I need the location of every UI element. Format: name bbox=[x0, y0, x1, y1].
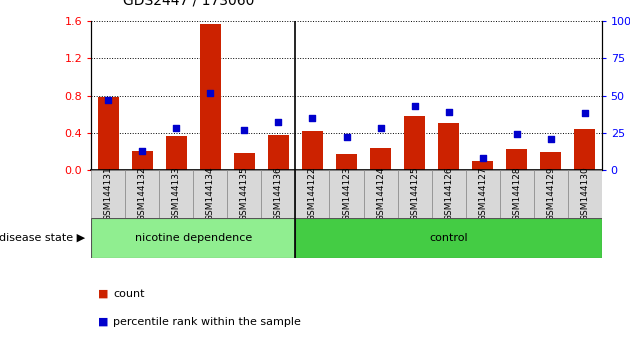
Text: GSM144133: GSM144133 bbox=[172, 166, 181, 221]
Point bbox=[375, 125, 386, 131]
Bar bbox=[534, 170, 568, 218]
Text: count: count bbox=[113, 289, 145, 299]
Bar bbox=[227, 170, 261, 218]
Bar bbox=[91, 218, 295, 258]
Point bbox=[171, 125, 181, 131]
Bar bbox=[295, 170, 329, 218]
Text: GSM144123: GSM144123 bbox=[342, 166, 351, 221]
Text: GSM144124: GSM144124 bbox=[376, 167, 385, 221]
Point bbox=[137, 148, 147, 153]
Point bbox=[512, 131, 522, 137]
Text: GSM144129: GSM144129 bbox=[546, 166, 555, 221]
Bar bbox=[364, 170, 398, 218]
Bar bbox=[234, 153, 255, 170]
Point bbox=[341, 135, 352, 140]
Bar bbox=[295, 218, 602, 258]
Bar bbox=[91, 170, 125, 218]
Bar bbox=[336, 154, 357, 170]
Text: ■: ■ bbox=[98, 317, 108, 327]
Text: percentile rank within the sample: percentile rank within the sample bbox=[113, 317, 301, 327]
Bar bbox=[541, 152, 561, 170]
Bar bbox=[132, 152, 152, 170]
Bar bbox=[404, 116, 425, 170]
Text: GSM144134: GSM144134 bbox=[206, 166, 215, 221]
Point bbox=[205, 90, 215, 96]
Point bbox=[307, 115, 318, 121]
Bar bbox=[302, 131, 323, 170]
Bar bbox=[268, 135, 289, 170]
Point bbox=[546, 136, 556, 142]
Text: GSM144130: GSM144130 bbox=[580, 166, 589, 221]
Point bbox=[478, 155, 488, 161]
Text: GSM144135: GSM144135 bbox=[240, 166, 249, 221]
Bar bbox=[370, 148, 391, 170]
Point bbox=[273, 120, 284, 125]
Bar bbox=[166, 136, 186, 170]
Text: GDS2447 / 173060: GDS2447 / 173060 bbox=[123, 0, 255, 7]
Bar bbox=[500, 170, 534, 218]
Text: GSM144128: GSM144128 bbox=[512, 166, 521, 221]
Point bbox=[580, 110, 590, 116]
Bar bbox=[125, 170, 159, 218]
Bar bbox=[193, 170, 227, 218]
Text: GSM144132: GSM144132 bbox=[138, 166, 147, 221]
Bar bbox=[568, 170, 602, 218]
Bar bbox=[200, 24, 220, 170]
Bar bbox=[329, 170, 364, 218]
Bar bbox=[398, 170, 432, 218]
Bar bbox=[472, 161, 493, 170]
Bar bbox=[466, 170, 500, 218]
Point bbox=[410, 103, 420, 109]
Bar bbox=[98, 97, 118, 170]
Point bbox=[239, 127, 249, 133]
Text: disease state ▶: disease state ▶ bbox=[0, 233, 85, 243]
Bar bbox=[438, 124, 459, 170]
Text: GSM144131: GSM144131 bbox=[104, 166, 113, 221]
Text: GSM144136: GSM144136 bbox=[274, 166, 283, 221]
Text: ■: ■ bbox=[98, 289, 108, 299]
Bar bbox=[432, 170, 466, 218]
Text: nicotine dependence: nicotine dependence bbox=[135, 233, 252, 243]
Bar bbox=[261, 170, 295, 218]
Bar bbox=[507, 149, 527, 170]
Text: GSM144126: GSM144126 bbox=[444, 166, 453, 221]
Point bbox=[103, 97, 113, 103]
Bar bbox=[159, 170, 193, 218]
Point bbox=[444, 109, 454, 115]
Text: control: control bbox=[429, 233, 468, 243]
Text: GSM144122: GSM144122 bbox=[308, 167, 317, 221]
Text: GSM144125: GSM144125 bbox=[410, 166, 419, 221]
Text: GSM144127: GSM144127 bbox=[478, 166, 487, 221]
Bar bbox=[575, 129, 595, 170]
